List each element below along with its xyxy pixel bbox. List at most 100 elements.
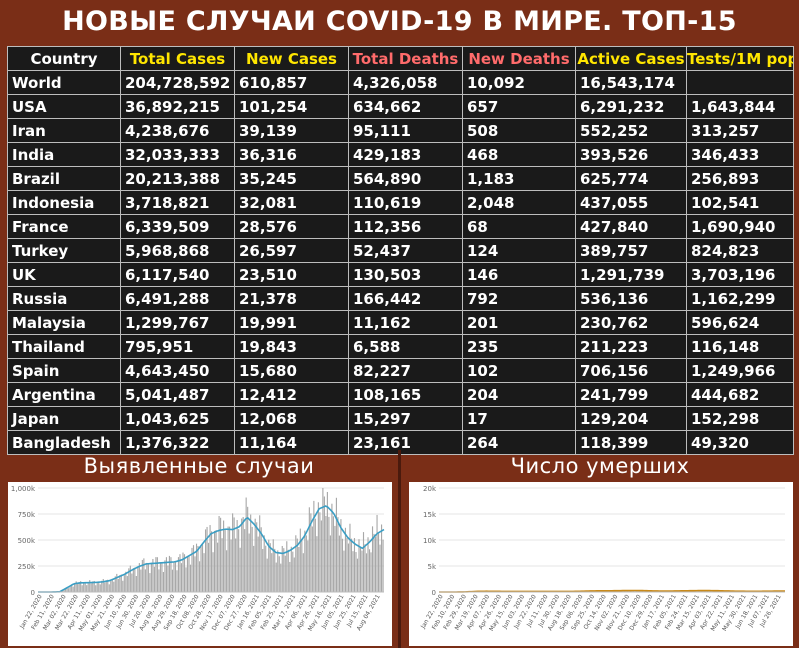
chart-bar [377, 533, 380, 592]
chart-bar [708, 590, 710, 592]
y-tick-label: 0 [31, 589, 35, 597]
table-row: Bangladesh 1,376,322 11,164 23,161 264 118,39… [7, 430, 794, 455]
chart-bar [224, 529, 226, 592]
chart-bar [170, 557, 172, 592]
table-row: Brazil 20,213,388 35,245 564,890 1,183 625,77… [7, 166, 794, 191]
chart-bar [131, 573, 133, 592]
chart-bar [280, 563, 282, 592]
chart-bar [140, 569, 142, 592]
chart-bar [367, 537, 369, 592]
cell-total-cases: 1,043,625 [120, 406, 235, 431]
chart-bar [86, 585, 88, 592]
cell-total-deaths: 23,161 [348, 430, 463, 455]
chart-bar [180, 563, 183, 592]
cell-new-deaths: 657 [462, 94, 576, 119]
chart-bar [314, 518, 316, 592]
chart-bar [84, 582, 86, 592]
chart-bar [694, 590, 696, 592]
chart-bar [256, 522, 258, 592]
header-total-deaths: Total Deaths [348, 46, 463, 71]
chart-bar [250, 514, 252, 592]
chart-bar [146, 562, 148, 592]
cell-total-cases: 6,491,288 [120, 286, 235, 311]
cell-tests-per-million: 1,162,299 [686, 286, 794, 311]
y-tick-label: 250k [18, 563, 36, 571]
chart-bar [128, 568, 130, 592]
cell-total-deaths: 564,890 [348, 166, 463, 191]
chart-bar [156, 557, 158, 592]
chart-bar [209, 525, 211, 592]
cell-total-cases: 6,117,540 [120, 262, 235, 287]
chart-bar [373, 533, 375, 592]
chart-bar [158, 569, 160, 592]
cell-country: Russia [7, 286, 121, 311]
chart-bar [319, 512, 321, 592]
chart-bar [98, 581, 100, 592]
table-row: UK 6,117,540 23,510 130,503 146 1,291,739 3,70… [7, 262, 794, 287]
cell-total-deaths: 15,297 [348, 406, 463, 431]
cell-active-cases: 1,291,739 [575, 262, 687, 287]
cell-active-cases: 552,252 [575, 118, 687, 143]
cell-country: UK [7, 262, 121, 287]
cell-new-cases: 101,254 [234, 94, 349, 119]
chart-bar [162, 571, 164, 592]
table-row: France 6,339,509 28,576 112,356 68 427,840 1,6… [7, 214, 794, 239]
chart-bar [236, 520, 238, 592]
chart-bar [167, 565, 169, 592]
page-title: НОВЫЕ СЛУЧАИ COVID-19 В МИРЕ. ТОП-15 [62, 6, 737, 37]
chart-bar [179, 554, 181, 592]
chart-bar [636, 590, 638, 592]
cell-total-cases: 5,968,868 [120, 238, 235, 263]
chart-series-line [439, 589, 786, 593]
table-row: Indonesia 3,718,821 32,081 110,619 2,048 437,… [7, 190, 794, 215]
cell-country: France [7, 214, 121, 239]
chart-bar [68, 588, 70, 592]
cell-active-cases: 706,156 [575, 358, 687, 383]
cell-new-cases: 39,139 [234, 118, 349, 143]
chart-bar [93, 580, 95, 592]
chart-bar [364, 544, 366, 592]
covid-table: Country Total Cases New Cases Total Deat… [7, 46, 794, 455]
chart-bar [217, 542, 219, 592]
chart-bar [365, 553, 368, 592]
cell-total-cases: 32,033,333 [120, 142, 235, 167]
chart-bar [244, 529, 246, 592]
chart-bar [138, 563, 140, 592]
y-tick-label: 5k [427, 563, 436, 571]
cell-tests-per-million: 346,433 [686, 142, 794, 167]
chart-bar [332, 516, 334, 592]
cell-total-cases: 6,339,509 [120, 214, 235, 239]
table-row: India 32,033,333 36,316 429,183 468 393,526 34… [7, 142, 794, 167]
chart-bar [362, 532, 365, 592]
cell-total-cases: 4,643,450 [120, 358, 235, 383]
chart-bar [116, 573, 118, 592]
chart-bar [195, 543, 198, 592]
chart-bar [77, 584, 79, 592]
cell-new-cases: 12,412 [234, 382, 349, 407]
cell-total-cases: 1,299,767 [120, 310, 235, 335]
chart-bar [301, 539, 303, 592]
cell-total-deaths: 6,588 [348, 334, 463, 359]
cell-new-cases: 19,843 [234, 334, 349, 359]
chart-bar [63, 589, 65, 592]
chart-bar [108, 584, 110, 592]
cell-total-deaths: 108,165 [348, 382, 463, 407]
chart-bar [125, 571, 127, 592]
chart-bar [92, 581, 94, 592]
header-tests-per-million: Tests/1M pop [686, 46, 794, 71]
cell-active-cases: 389,757 [575, 238, 687, 263]
cell-new-cases: 12,068 [234, 406, 349, 431]
chart-bar [200, 545, 202, 592]
chart-bar [322, 488, 324, 592]
chart-bar [340, 519, 342, 592]
chart-bar [337, 517, 339, 592]
chart-bar [144, 569, 146, 592]
cell-new-deaths: 102 [462, 358, 576, 383]
chart-bar [159, 562, 161, 592]
chart-bar [120, 574, 122, 592]
cell-tests-per-million: 824,823 [686, 238, 794, 263]
chart-bar [123, 575, 125, 592]
cell-tests-per-million [686, 70, 794, 95]
chart-bar [316, 536, 318, 592]
